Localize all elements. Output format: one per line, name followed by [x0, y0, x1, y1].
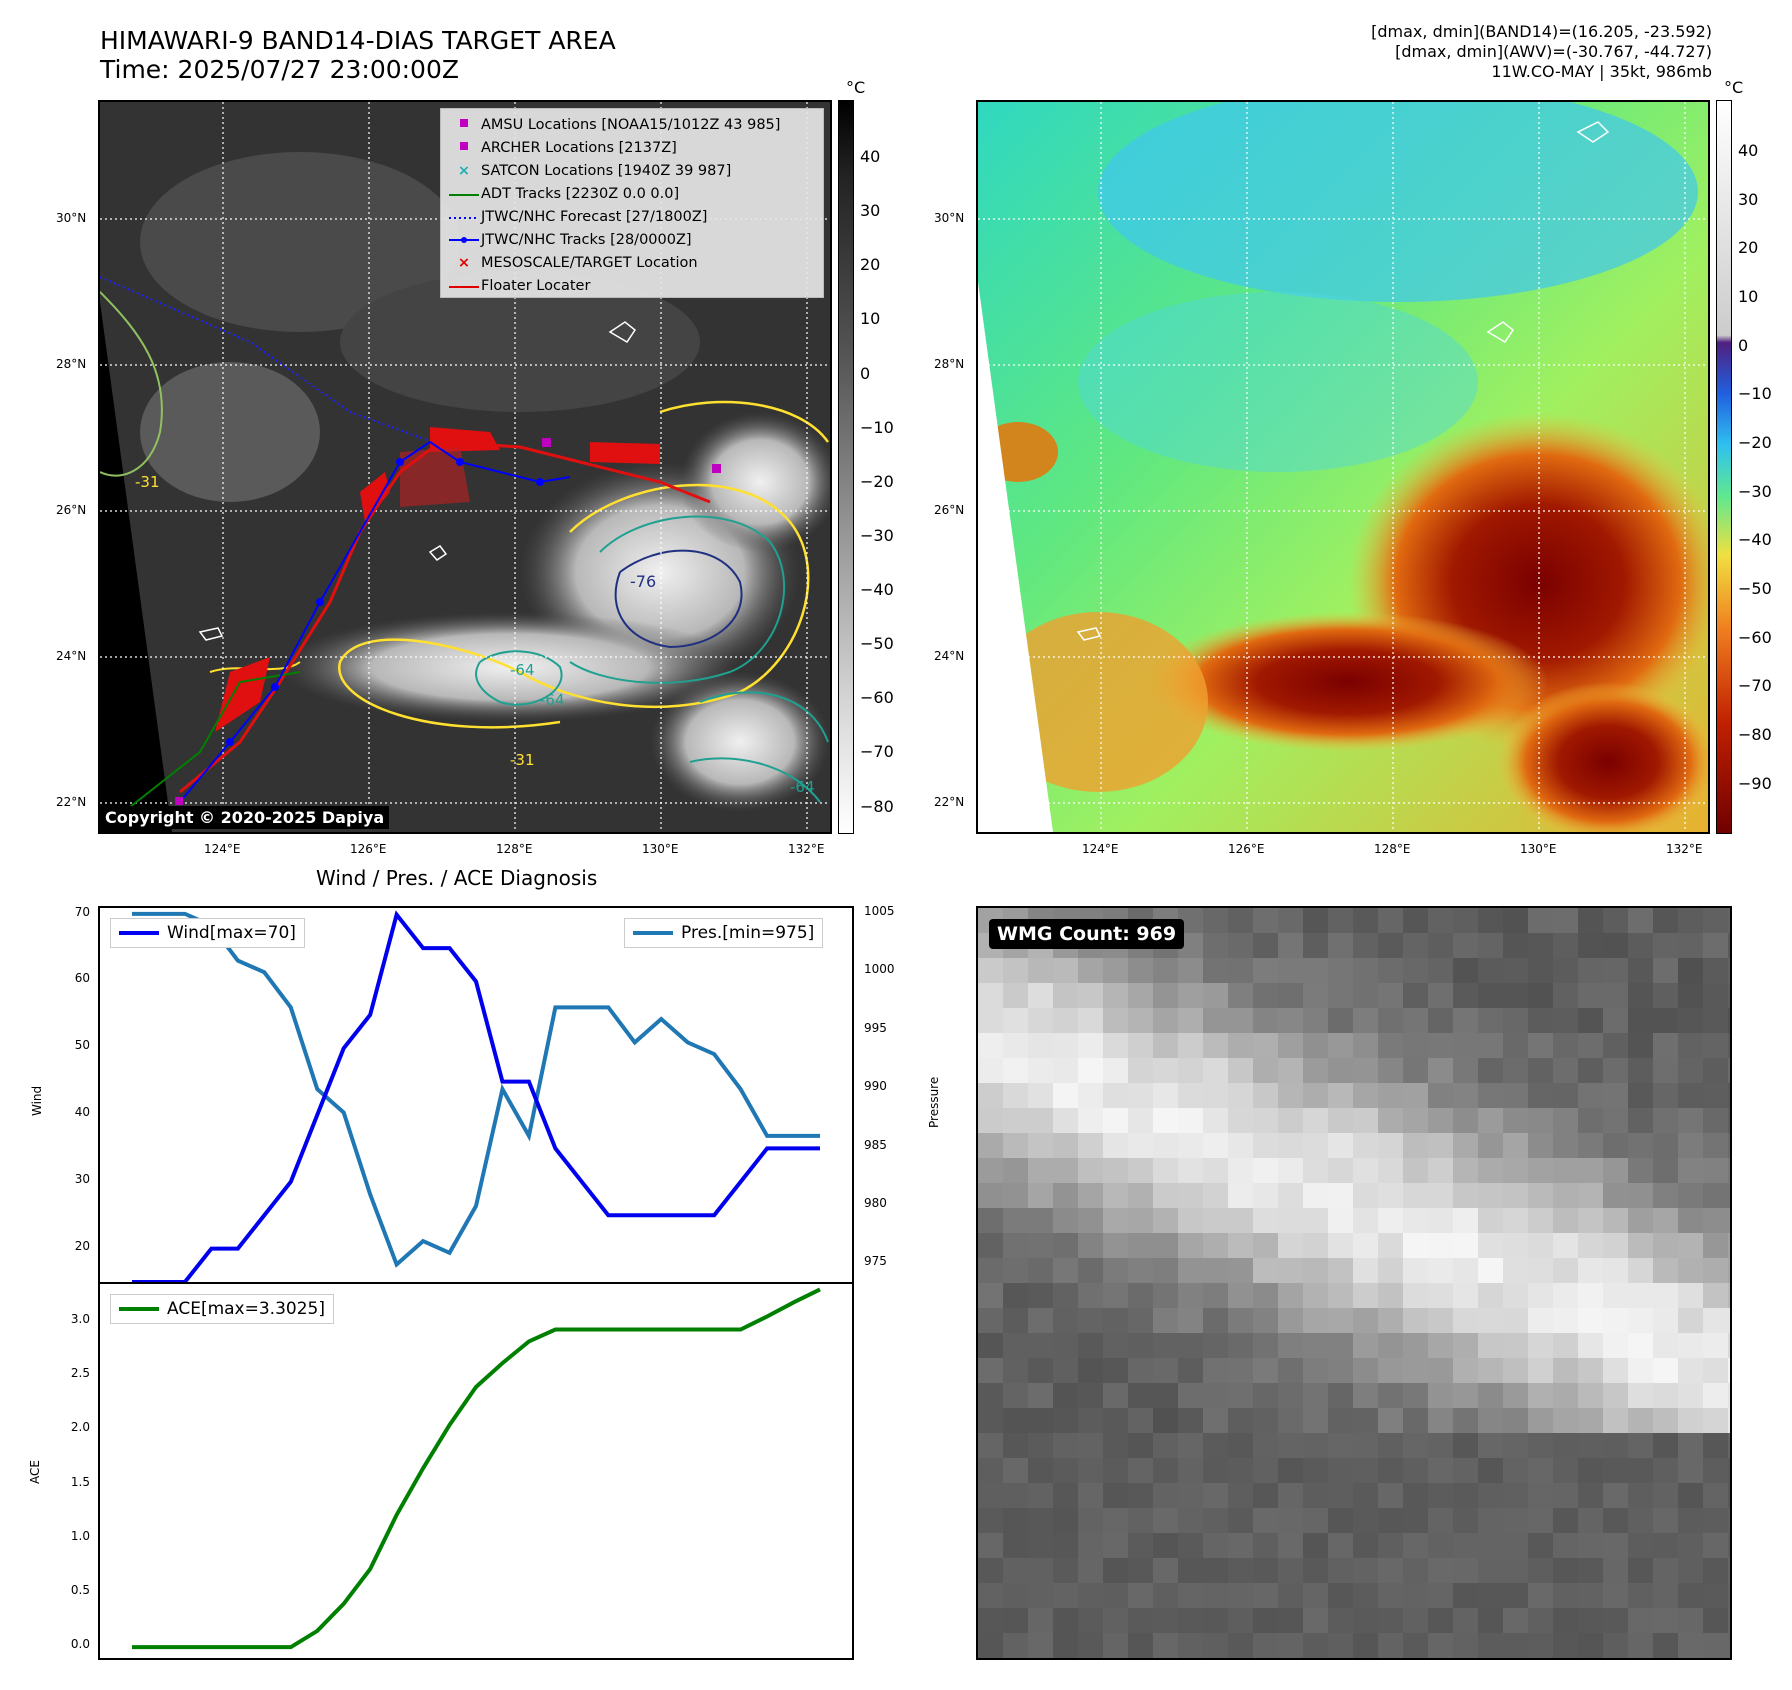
awv-map-svg [978, 102, 1708, 832]
lat-tick: 22°N [56, 795, 87, 809]
wind-pressure-svg [132, 910, 820, 1282]
dotted-line-icon [447, 209, 481, 225]
figure-title: HIMAWARI-9 BAND14-DIAS TARGET AREA Time:… [100, 26, 616, 84]
pressure-ytick: 1005 [864, 903, 895, 918]
pressure-legend: Pres.[min=975] [624, 918, 824, 948]
pressure-axis-label: Pressure [927, 1076, 941, 1128]
lat-tick: 30°N [934, 211, 965, 225]
awv-colorbar-unit: °C [1724, 78, 1744, 97]
wind-pressure-chart [98, 906, 854, 1284]
colorbar-unit: °C [846, 78, 866, 97]
storm-info: 11W.CO-MAY | 35kt, 986mb [1491, 62, 1712, 81]
ace-series-line [132, 1287, 821, 1650]
ace-ytick: 0.0 [70, 1637, 90, 1652]
lat-tick: 26°N [934, 503, 965, 517]
x-marker-icon: × [457, 162, 471, 179]
wind-series-line [132, 910, 820, 1282]
band14-stats: [dmax, dmin](BAND14)=(16.205, -23.592) [1371, 22, 1712, 41]
legend-item-forecast: JTWC/NHC Forecast [27/1800Z] [447, 205, 817, 228]
awv-colorbar [1716, 100, 1732, 834]
pressure-series-line [132, 911, 820, 1268]
pressure-ytick: 990 [864, 1079, 887, 1094]
wind-ytick: 70 [74, 904, 90, 919]
lon-tick: 132°E [788, 842, 825, 856]
pressure-ytick: 1000 [864, 962, 895, 977]
wmg-count-badge: WMG Count: 969 [989, 919, 1185, 949]
pressure-ytick: 980 [864, 1196, 887, 1211]
line-marker-icon [447, 186, 481, 202]
wind-legend: Wind[max=70] [110, 918, 305, 948]
wind-line-icon [119, 931, 159, 935]
diagnosis-title: Wind / Pres. / ACE Diagnosis [316, 866, 598, 890]
legend-item-amsu: AMSU Locations [NOAA15/1012Z 43 985] [447, 113, 817, 136]
ace-axis-label: ACE [28, 1460, 42, 1484]
legend-item-target: × MESOSCALE/TARGET Location [447, 251, 817, 274]
wind-ytick: 30 [74, 1171, 90, 1186]
legend-item-adt: ADT Tracks [2230Z 0.0 0.0] [447, 182, 817, 205]
ace-ytick: 2.0 [70, 1420, 90, 1435]
lat-tick: 26°N [56, 503, 87, 517]
contour-label: -31 [135, 473, 160, 491]
line-dot-icon [447, 232, 481, 248]
lat-tick: 24°N [934, 649, 965, 663]
ace-ytick: 2.5 [70, 1366, 90, 1381]
title-text: HIMAWARI-9 BAND14-DIAS TARGET AREA [100, 26, 616, 55]
square-marker-icon [447, 140, 481, 156]
contour-label: -76 [630, 572, 656, 591]
square-marker-icon [447, 117, 481, 133]
ace-line-icon [119, 1307, 159, 1311]
contour-label: -31 [510, 751, 535, 769]
lon-tick: 130°E [1520, 842, 1557, 856]
lon-tick: 130°E [642, 842, 679, 856]
ace-ytick: 1.0 [70, 1528, 90, 1543]
wind-ytick: 40 [74, 1105, 90, 1120]
legend-item-satcon: × SATCON Locations [1940Z 39 987] [447, 159, 817, 182]
lon-tick: 128°E [1374, 842, 1411, 856]
lat-tick: 28°N [934, 357, 965, 371]
lon-tick: 124°E [1082, 842, 1119, 856]
contour-label: -64 [790, 778, 815, 796]
wind-axis-label: Wind [30, 1085, 44, 1116]
legend-item-tracks: JTWC/NHC Tracks [28/0000Z] [447, 228, 817, 251]
lat-tick: 22°N [934, 795, 965, 809]
lon-tick: 126°E [1228, 842, 1265, 856]
pressure-line-icon [633, 931, 673, 935]
ace-ytick: 0.5 [70, 1582, 90, 1597]
ace-ytick: 1.5 [70, 1474, 90, 1489]
pressure-ytick: 985 [864, 1137, 887, 1152]
contour-label: -64 [540, 691, 565, 709]
ace-chart [98, 1282, 854, 1660]
ace-svg [132, 1287, 821, 1650]
contour-label: -64 [510, 661, 535, 679]
lat-tick: 28°N [56, 357, 87, 371]
wind-ytick: 50 [74, 1038, 90, 1053]
awv-map [976, 100, 1710, 834]
lat-tick: 24°N [56, 649, 87, 663]
wmg-panel [976, 906, 1732, 1660]
wind-ytick: 20 [74, 1238, 90, 1253]
ace-legend: ACE[max=3.3025] [110, 1294, 334, 1324]
x-marker-icon: × [457, 254, 471, 271]
gray-colorbar [838, 100, 854, 834]
legend-item-floater: Floater Locater [447, 274, 817, 297]
ace-ytick: 3.0 [70, 1311, 90, 1326]
pressure-ytick: 995 [864, 1020, 887, 1035]
time-text: Time: 2025/07/27 23:00:00Z [100, 55, 459, 84]
stats-block: [dmax, dmin](BAND14)=(16.205, -23.592) [… [1371, 22, 1712, 82]
lat-tick: 30°N [56, 211, 87, 225]
line-marker-icon [447, 278, 481, 294]
lon-tick: 132°E [1666, 842, 1703, 856]
lon-tick: 126°E [350, 842, 387, 856]
pressure-ytick: 975 [864, 1254, 887, 1269]
copyright-label: Copyright © 2020-2025 Dapiya [100, 806, 390, 829]
wmg-pixel-svg [978, 908, 1730, 1658]
lon-tick: 128°E [496, 842, 533, 856]
legend-item-archer: ARCHER Locations [2137Z] [447, 136, 817, 159]
lon-tick: 124°E [204, 842, 241, 856]
awv-stats: [dmax, dmin](AWV)=(-30.767, -44.727) [1395, 42, 1712, 61]
wind-ytick: 60 [74, 971, 90, 986]
map-legend: AMSU Locations [NOAA15/1012Z 43 985] ARC… [440, 108, 824, 298]
